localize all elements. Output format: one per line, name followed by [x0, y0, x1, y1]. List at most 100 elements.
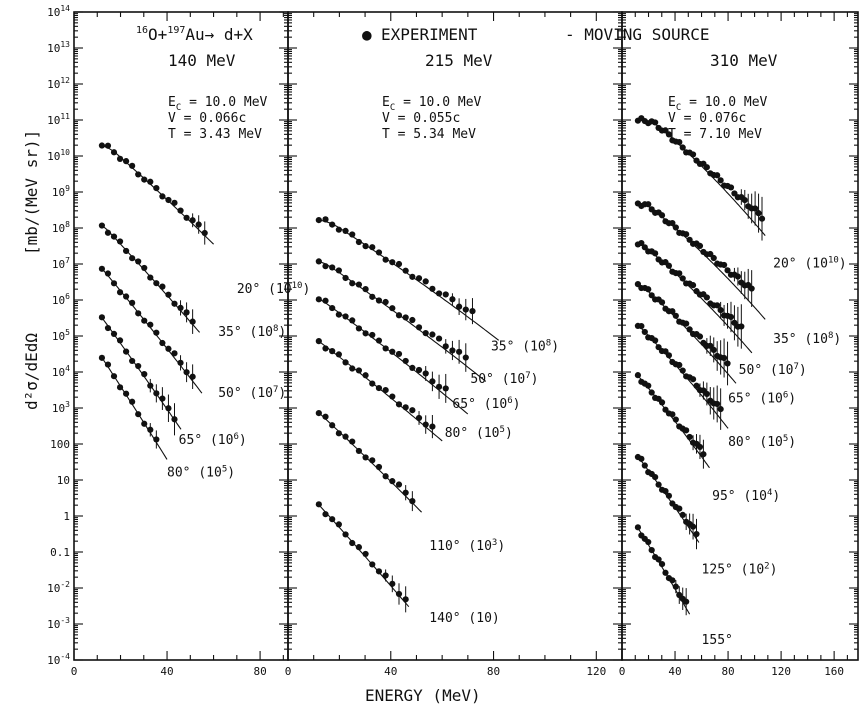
angle-value: 50°	[739, 363, 762, 378]
param-t-symbol: T	[382, 127, 390, 142]
param-v: V = 0.066c	[168, 111, 246, 126]
data-point	[153, 390, 160, 397]
angle-label: 95° (104)	[712, 488, 780, 504]
data-point	[435, 335, 443, 342]
figure-header: 16O+197Au→ d+X ● EXPERIMENT - MOVING SOU…	[136, 25, 710, 44]
legend-moving-source: - MOVING SOURCE	[565, 25, 710, 44]
reaction-o-mass: 16	[136, 25, 148, 36]
data-point	[720, 354, 728, 362]
data-point	[335, 430, 342, 437]
data-point	[165, 345, 172, 352]
scale-factor: (10	[736, 489, 767, 504]
param-v-symbol: V	[382, 111, 390, 126]
data-point	[652, 473, 659, 481]
data-point	[135, 411, 142, 418]
param-t: T = 7.10 MeV	[668, 127, 762, 142]
data-point	[362, 286, 369, 293]
data-point	[369, 380, 376, 387]
data-point	[442, 385, 449, 392]
legend-experiment: EXPERIMENT	[381, 25, 478, 44]
data-point	[645, 286, 652, 293]
y-tick-label: 105	[52, 328, 70, 343]
data-point	[329, 221, 336, 228]
y-tick-base: 10	[47, 150, 60, 163]
data-point	[329, 264, 336, 271]
data-point	[676, 139, 683, 146]
y-tick-exponent: 5	[65, 328, 70, 337]
data-point	[748, 285, 755, 292]
data-point	[689, 151, 697, 158]
data-point	[442, 291, 449, 298]
scale-factor: (10	[476, 397, 507, 412]
data-point	[676, 505, 683, 512]
y-tick-label: 107	[52, 256, 70, 271]
param-ec-value: = 10.0 MeV	[395, 95, 481, 110]
param-t-value: = 3.43 MeV	[176, 127, 262, 142]
data-point	[641, 244, 648, 251]
data-point	[669, 308, 676, 315]
data-point	[375, 384, 383, 392]
data-point	[315, 296, 322, 303]
x-tick-label: 120	[771, 665, 791, 678]
data-point	[329, 516, 336, 523]
x-tick-label: 0	[619, 665, 626, 678]
panel-energy-value: 215	[425, 51, 454, 70]
data-point	[110, 373, 118, 380]
data-point	[104, 324, 112, 332]
scale-factor: (10	[762, 363, 793, 378]
data-point	[429, 423, 436, 430]
data-point	[375, 337, 383, 344]
panel-energy-unit: MeV	[197, 51, 236, 70]
data-point	[177, 207, 184, 214]
scale-exponent: 10	[828, 256, 839, 266]
data-point	[362, 550, 369, 558]
data-point	[669, 577, 676, 584]
data-point	[104, 142, 112, 149]
y-tick-exponent: 13	[60, 40, 70, 49]
data-point	[110, 280, 118, 287]
y-tick-base: 10	[52, 222, 65, 235]
scale-exponent: 10	[292, 281, 303, 291]
param-ec: EC = 10.0 MeV	[168, 95, 268, 113]
y-tick-label: 1013	[47, 40, 70, 55]
data-point	[110, 233, 118, 240]
angle-value: 125°	[702, 563, 733, 578]
data-point	[147, 426, 154, 433]
data-point	[658, 212, 666, 219]
data-point	[714, 172, 721, 179]
data-point	[123, 348, 130, 355]
data-point	[648, 292, 655, 299]
y-tick-base: 10	[52, 294, 65, 307]
scale-exponent: 3	[492, 538, 497, 548]
data-point	[375, 568, 383, 575]
data-point	[183, 214, 190, 221]
data-point	[322, 216, 329, 223]
y-tick-base: 10	[52, 366, 65, 379]
data-point	[147, 274, 154, 281]
scale-factor: (10	[461, 539, 492, 554]
data-point	[724, 267, 731, 274]
data-point	[177, 359, 184, 366]
data-point	[402, 314, 409, 321]
data-point	[469, 308, 476, 315]
data-point	[665, 352, 673, 359]
data-point	[375, 463, 383, 471]
data-point	[349, 438, 356, 445]
data-point	[369, 293, 376, 300]
data-point	[655, 481, 662, 488]
y-tick-base: 10	[47, 78, 60, 91]
scale-close: )	[799, 363, 807, 378]
data-point	[382, 298, 389, 306]
data-point	[369, 331, 376, 339]
data-point	[724, 360, 731, 367]
data-point	[322, 297, 329, 304]
angle-label: 50° (107)	[739, 362, 807, 378]
data-point	[645, 201, 652, 208]
scale-exponent: 8	[273, 324, 278, 334]
data-point	[165, 405, 172, 412]
y-tick-base: 10	[52, 258, 65, 271]
data-point	[129, 398, 136, 405]
data-point	[98, 142, 106, 149]
y-tick-label: 109	[52, 184, 70, 199]
data-point	[189, 217, 196, 224]
